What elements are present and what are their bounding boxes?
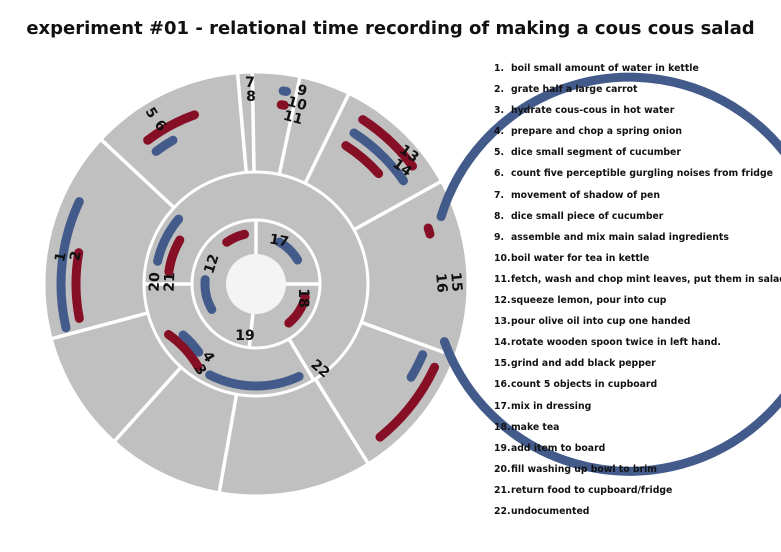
task-label-18: 18 [295,288,311,307]
outer-section-divider [353,179,443,232]
outer-section-divider [99,138,176,209]
legend-item: 4. prepare and chop a spring onion [494,126,682,138]
chart-title: experiment #01 - relational time recordi… [26,18,755,39]
task-label-11: 11 [282,108,305,128]
task-arc-18 [284,292,310,328]
task-arc-14 [423,223,435,239]
task-arc-13 [436,72,781,476]
legend-item: 6. count five perceptible gurgling noises… [494,168,773,180]
task-arc-10 [349,128,408,186]
task-arc-21 [164,235,185,277]
legend-item: 19.add item to board [494,442,606,454]
task-arc-11 [222,229,250,247]
task-arc-12 [341,141,384,179]
task-label-7: 7 [245,75,255,91]
legend-item: 5. dice small segment of cucumber [494,147,681,159]
outer-section-divider [250,72,256,173]
legend-item: 11.fetch, wash and chop mint leaves, put… [494,273,781,285]
task-arc-9 [358,115,418,171]
legend-item: 7. movement of shadow of pen [494,189,660,201]
legend-item: 22.undocumented [494,505,590,517]
task-label-21: 21 [162,272,179,292]
legend-item: 1. boil small amount of water in kettle [494,63,699,74]
outer-section-divider [235,72,248,173]
task-arc-1 [56,197,84,333]
task-label-9: 9 [295,82,309,100]
legend-item: 3. hydrate cous-cous in hot water [494,105,675,117]
outer-section-divider [303,92,351,185]
legend-item: 2. grate half a large carrot [494,84,638,96]
task-label-16: 16 [432,273,450,294]
legend-item: 8. dice small piece of cucumber [494,210,664,222]
outer-section-divider [313,378,370,465]
task-arc-6 [151,135,178,156]
legend-item: 16.count 5 objects in cupboard [494,379,658,391]
task-label-19: 19 [235,328,254,344]
legend-item: 21.return food to cupboard/fridge [494,484,673,496]
task-arc-16 [406,350,428,382]
task-label-1: 1 [52,251,70,264]
middle-section-divider [287,337,316,381]
task-label-20: 20 [147,272,164,292]
task-arc-20 [153,214,184,266]
task-arc-7 [278,86,292,96]
task-label-10: 10 [286,94,309,115]
outer-section-divider [360,320,456,359]
outer-section-divider [112,366,183,443]
legend-item: 17.mix in dressing [494,400,592,412]
outer-section-divider [50,311,149,341]
task-arc-19 [200,275,217,314]
legend-item: 12.squeeze lemon, pour into cup [494,295,667,307]
task-label-8: 8 [246,89,256,105]
task-arc-22 [205,370,304,391]
legend-item: 10.boil water for tea in kettle [494,252,650,264]
task-arc-5 [143,110,199,145]
legend-item: 20.fill washing up bowl to brim [494,463,657,475]
outer-section-divider [217,393,239,494]
task-label-12: 12 [201,252,222,275]
task-label-2: 2 [67,250,85,263]
legend-item: 13.pour olive oil into cup one handed [494,316,691,328]
legend-item: 14.rotate wooden spoon twice in left han… [494,337,721,349]
task-label-15: 15 [447,272,465,293]
task-arc-4 [178,330,204,357]
outer-section-divider [277,76,302,175]
task-arc-15 [375,362,440,442]
inner-section-divider [247,313,255,348]
legend-item: 15.grind and add black pepper [494,358,656,370]
task-arc-2 [71,248,84,323]
task-label-17: 17 [268,231,290,250]
legend-item: 18.make tea [494,421,560,433]
center-hole [226,254,286,314]
legend-item: 9. assemble and mix main salad ingredient… [494,231,729,243]
legend: 1. boil small amount of water in kettle 2… [494,60,781,524]
task-arc-17 [274,237,303,265]
task-arc-3 [164,330,203,372]
